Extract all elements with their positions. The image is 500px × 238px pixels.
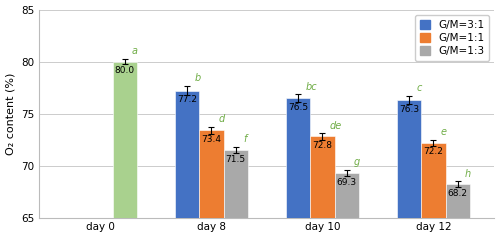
Text: 76.3: 76.3 (399, 105, 419, 114)
Text: 72.8: 72.8 (312, 141, 332, 150)
Text: bc: bc (305, 82, 317, 92)
Bar (224, 150, 248, 218)
Text: d: d (218, 114, 225, 124)
Bar (421, 143, 446, 218)
Bar (199, 130, 224, 218)
Text: 72.2: 72.2 (424, 147, 444, 156)
Text: g: g (354, 157, 360, 167)
Bar (334, 173, 359, 218)
Text: 71.5: 71.5 (226, 155, 246, 164)
Bar (310, 136, 334, 218)
Legend: G/M=3:1, G/M=1:1, G/M=1:3: G/M=3:1, G/M=1:1, G/M=1:3 (415, 15, 489, 61)
Bar (112, 62, 137, 218)
Bar (286, 98, 310, 218)
Y-axis label: O₂ content (%): O₂ content (%) (6, 72, 16, 155)
Text: 76.5: 76.5 (288, 103, 308, 112)
Text: e: e (440, 127, 446, 137)
Text: 68.2: 68.2 (448, 189, 468, 198)
Text: h: h (465, 169, 471, 178)
Text: de: de (330, 121, 342, 131)
Bar (174, 91, 199, 218)
Text: a: a (132, 46, 138, 56)
Bar (446, 184, 470, 218)
Text: 77.2: 77.2 (177, 95, 197, 104)
Bar (396, 100, 421, 218)
Text: c: c (416, 84, 422, 94)
Text: b: b (194, 73, 200, 83)
Text: 69.3: 69.3 (336, 178, 357, 187)
Text: 80.0: 80.0 (114, 66, 135, 75)
Text: f: f (243, 134, 246, 144)
Text: 73.4: 73.4 (202, 135, 222, 144)
